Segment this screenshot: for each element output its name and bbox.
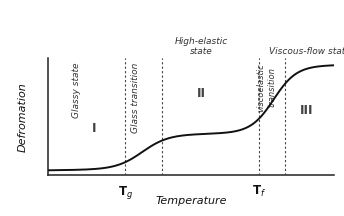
Text: $\mathbf{T}_g$: $\mathbf{T}_g$: [118, 184, 133, 201]
Text: viscoelastic
transition: viscoelastic transition: [257, 63, 276, 112]
Text: I: I: [92, 122, 96, 135]
Text: $\mathbf{T}_f$: $\mathbf{T}_f$: [252, 184, 267, 199]
Text: II: II: [196, 87, 205, 100]
Text: III: III: [300, 104, 313, 117]
Text: Glass transition: Glass transition: [131, 63, 140, 133]
Text: Temperature: Temperature: [155, 196, 227, 206]
Text: Viscous-flow state: Viscous-flow state: [269, 47, 344, 56]
Text: Defromation: Defromation: [18, 82, 28, 151]
Text: High-elastic
state: High-elastic state: [174, 37, 227, 56]
Text: Glassy state: Glassy state: [72, 63, 81, 119]
